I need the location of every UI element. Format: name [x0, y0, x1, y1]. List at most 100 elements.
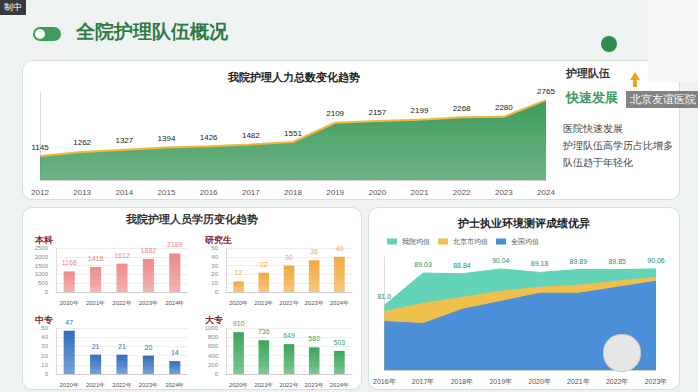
- svg-text:200: 200: [208, 362, 219, 368]
- svg-text:2013: 2013: [73, 188, 91, 197]
- svg-text:大专: 大专: [205, 315, 223, 325]
- svg-text:2280: 2280: [495, 103, 513, 112]
- svg-text:50: 50: [41, 325, 48, 331]
- svg-text:2020年: 2020年: [528, 378, 551, 385]
- svg-text:全国均值: 全国均值: [511, 238, 539, 245]
- svg-text:1145: 1145: [31, 143, 49, 152]
- svg-text:2021: 2021: [411, 188, 429, 197]
- svg-text:2022年: 2022年: [279, 382, 298, 388]
- svg-text:2024年: 2024年: [165, 300, 184, 306]
- svg-text:40: 40: [336, 245, 344, 252]
- svg-text:10: 10: [41, 362, 48, 368]
- svg-text:2022年: 2022年: [606, 378, 629, 385]
- svg-text:1394: 1394: [158, 134, 176, 143]
- svg-text:我院护理人力总数变化趋势: 我院护理人力总数变化趋势: [227, 71, 360, 84]
- svg-text:21: 21: [118, 343, 126, 350]
- svg-text:2017年: 2017年: [412, 378, 435, 385]
- svg-text:0: 0: [45, 371, 49, 377]
- svg-text:20: 20: [145, 344, 153, 351]
- svg-text:400: 400: [208, 353, 219, 359]
- svg-text:研究生: 研究生: [204, 235, 232, 245]
- svg-text:2022: 2022: [453, 188, 471, 197]
- svg-text:2000: 2000: [35, 254, 49, 260]
- svg-text:89.03: 89.03: [414, 261, 432, 268]
- svg-text:2765: 2765: [537, 87, 555, 96]
- svg-text:2157: 2157: [368, 108, 386, 117]
- svg-text:20: 20: [211, 271, 218, 277]
- svg-text:1482: 1482: [242, 131, 260, 140]
- svg-text:649: 649: [283, 332, 295, 339]
- svg-text:736: 736: [258, 328, 270, 335]
- svg-text:1168: 1168: [62, 259, 77, 266]
- svg-text:90.06: 90.06: [647, 257, 665, 264]
- svg-text:2023年: 2023年: [139, 382, 158, 388]
- svg-text:1882: 1882: [141, 247, 157, 254]
- svg-text:2023年: 2023年: [305, 382, 324, 388]
- svg-text:2016: 2016: [200, 188, 218, 197]
- svg-text:2021年: 2021年: [254, 300, 273, 306]
- svg-text:0: 0: [215, 371, 219, 377]
- svg-text:2024: 2024: [537, 188, 555, 197]
- svg-text:1000: 1000: [205, 325, 219, 331]
- svg-text:30: 30: [211, 263, 218, 269]
- svg-text:1426: 1426: [200, 133, 218, 142]
- svg-text:2022年: 2022年: [279, 300, 298, 306]
- svg-text:20: 20: [41, 353, 48, 359]
- svg-text:2268: 2268: [453, 104, 471, 113]
- svg-text:88.84: 88.84: [453, 262, 471, 269]
- svg-text:2023年: 2023年: [645, 378, 668, 385]
- svg-text:2016年: 2016年: [373, 378, 396, 385]
- svg-text:2014: 2014: [115, 188, 133, 197]
- svg-text:北京市均值: 北京市均值: [453, 238, 488, 245]
- svg-text:21: 21: [92, 343, 100, 350]
- svg-text:中专: 中专: [35, 315, 53, 325]
- svg-text:0: 0: [45, 289, 49, 295]
- svg-text:89.18: 89.18: [531, 260, 549, 267]
- svg-text:1551: 1551: [284, 129, 302, 138]
- svg-text:800: 800: [208, 334, 219, 340]
- svg-text:1327: 1327: [115, 136, 133, 145]
- svg-text:2021年: 2021年: [254, 382, 273, 388]
- svg-text:1262: 1262: [73, 138, 91, 147]
- svg-text:1612: 1612: [114, 252, 130, 259]
- svg-text:2023年: 2023年: [139, 300, 158, 306]
- svg-text:89.89: 89.89: [570, 258, 588, 265]
- svg-text:0: 0: [215, 289, 219, 295]
- svg-text:2500: 2500: [35, 245, 49, 251]
- svg-text:2020年: 2020年: [60, 300, 79, 306]
- svg-text:2024年: 2024年: [165, 382, 184, 388]
- svg-text:12: 12: [235, 269, 243, 276]
- svg-text:2109: 2109: [326, 109, 344, 118]
- svg-text:2020年: 2020年: [229, 382, 248, 388]
- svg-text:本科: 本科: [34, 235, 53, 245]
- svg-text:2019: 2019: [326, 188, 344, 197]
- svg-text:30: 30: [41, 343, 48, 349]
- svg-text:40: 40: [41, 334, 48, 340]
- svg-text:2015: 2015: [158, 188, 176, 197]
- svg-text:护士执业环境测评成绩优异: 护士执业环境测评成绩优异: [457, 217, 590, 229]
- svg-text:2021年: 2021年: [86, 382, 105, 388]
- svg-text:2012: 2012: [31, 188, 49, 197]
- svg-text:2018年: 2018年: [451, 378, 474, 385]
- svg-text:2018: 2018: [284, 188, 302, 197]
- svg-text:580: 580: [308, 335, 320, 342]
- svg-text:89.85: 89.85: [608, 258, 626, 265]
- svg-text:503: 503: [334, 339, 346, 346]
- svg-text:1000: 1000: [35, 271, 49, 277]
- svg-text:910: 910: [233, 320, 245, 327]
- svg-text:2020年: 2020年: [60, 382, 79, 388]
- svg-text:2019年: 2019年: [489, 378, 512, 385]
- svg-text:我院均值: 我院均值: [402, 238, 430, 245]
- svg-text:2189: 2189: [167, 241, 183, 248]
- svg-text:2024年: 2024年: [330, 300, 349, 306]
- svg-text:36: 36: [310, 248, 318, 255]
- svg-text:2020: 2020: [368, 188, 386, 197]
- svg-text:2023年: 2023年: [305, 300, 324, 306]
- svg-text:2022年: 2022年: [112, 300, 131, 306]
- svg-text:2021年: 2021年: [567, 378, 590, 385]
- svg-text:10: 10: [211, 280, 218, 286]
- svg-text:1500: 1500: [35, 263, 49, 269]
- svg-text:600: 600: [208, 343, 219, 349]
- svg-text:40: 40: [211, 254, 218, 260]
- svg-text:2199: 2199: [411, 106, 429, 115]
